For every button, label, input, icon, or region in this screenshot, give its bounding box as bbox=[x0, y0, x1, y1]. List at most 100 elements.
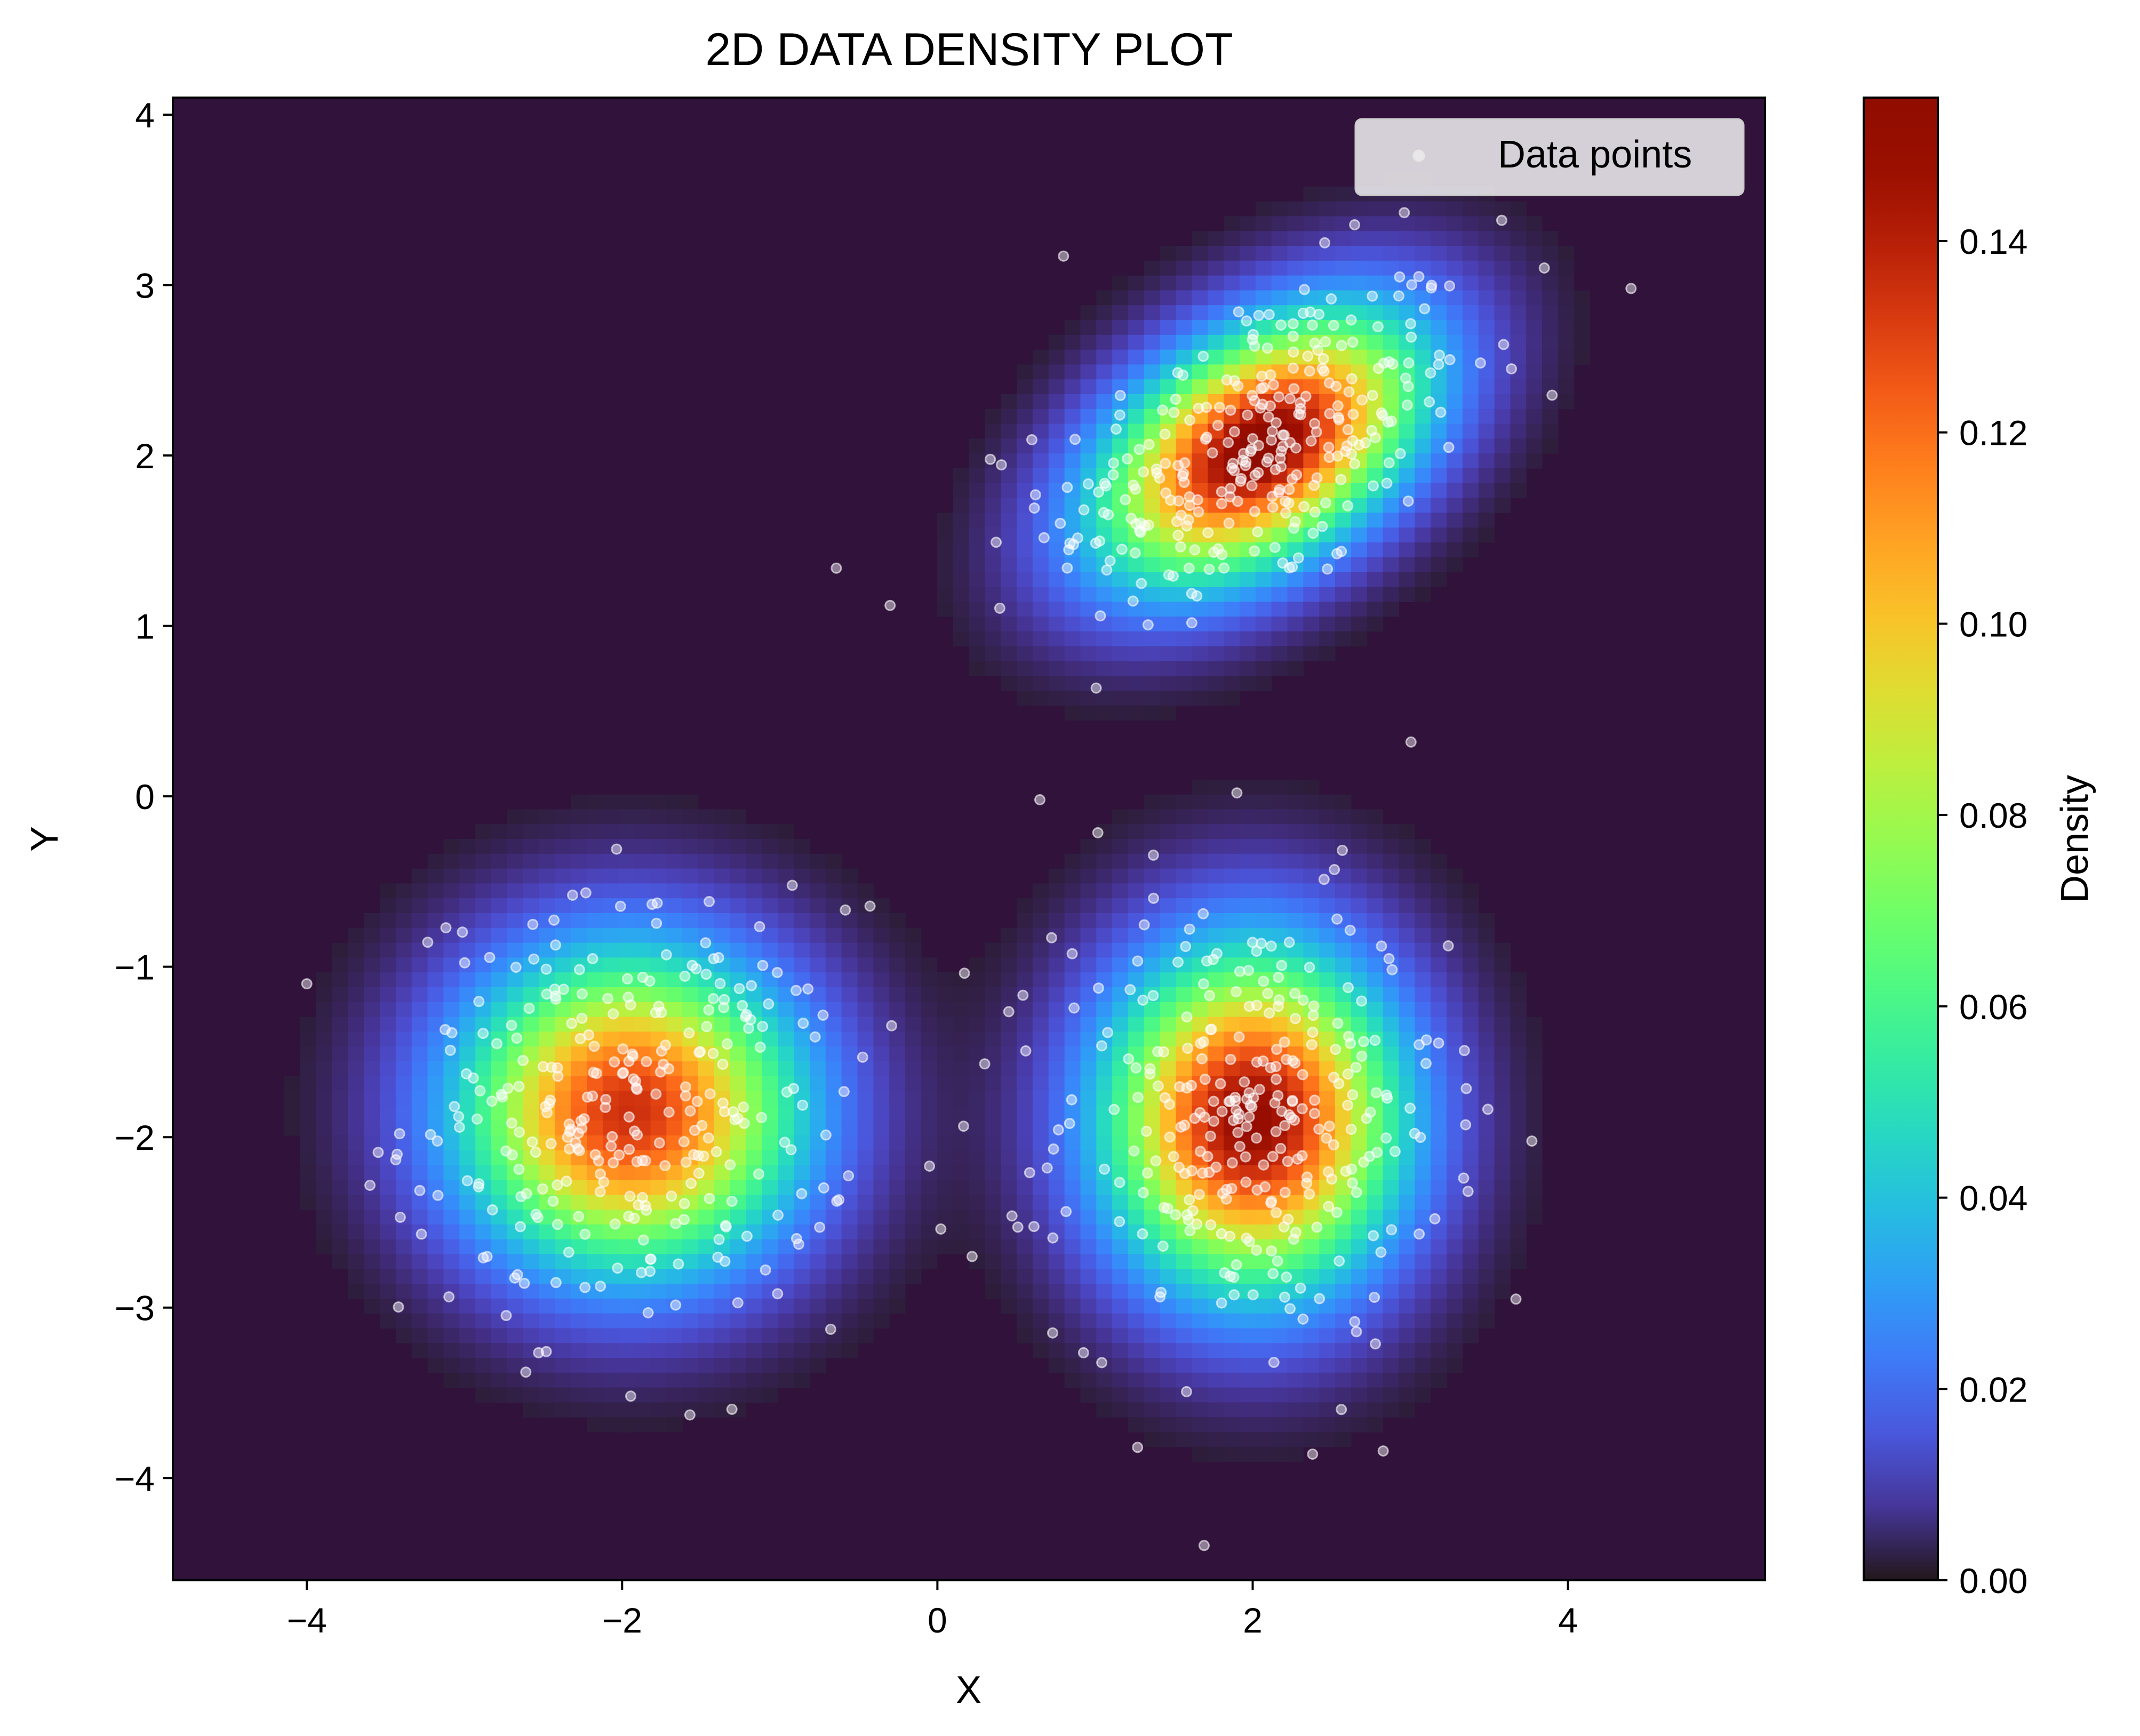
heatmap-cell bbox=[1383, 1254, 1400, 1269]
heatmap-cell bbox=[1287, 1254, 1304, 1269]
heatmap-cell bbox=[1351, 824, 1368, 839]
heatmap-cell bbox=[1080, 868, 1097, 884]
heatmap-cell bbox=[459, 898, 476, 914]
heatmap-cell bbox=[316, 1061, 333, 1077]
heatmap-cell bbox=[475, 1298, 492, 1314]
heatmap-cell bbox=[1128, 334, 1145, 350]
data-point bbox=[1279, 1036, 1290, 1048]
heatmap-cell bbox=[857, 1091, 874, 1106]
heatmap-cell bbox=[969, 1210, 985, 1225]
heatmap-cell bbox=[1255, 483, 1272, 499]
heatmap-cell bbox=[1176, 1313, 1192, 1329]
heatmap-cell bbox=[1064, 498, 1081, 513]
heatmap-cell bbox=[1383, 868, 1400, 884]
heatmap-cell bbox=[395, 1284, 412, 1299]
heatmap-cell bbox=[762, 972, 778, 988]
heatmap-cell bbox=[380, 987, 396, 1003]
heatmap-cell bbox=[1064, 1135, 1081, 1151]
data-point bbox=[1339, 445, 1351, 457]
data-point bbox=[720, 1220, 731, 1231]
data-point bbox=[1123, 1053, 1135, 1065]
heatmap-cell bbox=[937, 1195, 954, 1210]
heatmap-cell bbox=[587, 1002, 603, 1018]
heatmap-cell bbox=[459, 1224, 476, 1240]
heatmap-cell bbox=[1048, 661, 1065, 676]
data-point bbox=[1243, 1087, 1255, 1099]
heatmap-cell bbox=[1558, 364, 1575, 380]
heatmap-cell bbox=[762, 1195, 778, 1210]
heatmap-cell bbox=[539, 883, 555, 899]
heatmap-cell bbox=[937, 1180, 954, 1195]
heatmap-cell bbox=[1032, 1284, 1049, 1299]
data-point bbox=[1138, 919, 1150, 931]
data-point bbox=[578, 1113, 590, 1125]
heatmap-cell bbox=[1462, 913, 1479, 929]
heatmap-cell bbox=[364, 913, 380, 929]
data-point bbox=[1309, 418, 1321, 429]
heatmap-cell bbox=[650, 1343, 667, 1358]
heatmap-cell bbox=[889, 1150, 906, 1166]
heatmap-cell bbox=[1542, 320, 1559, 335]
heatmap-cell bbox=[905, 1180, 922, 1195]
heatmap-cell bbox=[698, 839, 715, 854]
heatmap-cell bbox=[443, 1180, 460, 1195]
heatmap-cell bbox=[1032, 883, 1049, 899]
heatmap-cell bbox=[985, 661, 1001, 676]
heatmap-cell bbox=[1112, 705, 1129, 721]
data-point bbox=[1406, 331, 1417, 343]
heatmap-cell bbox=[1176, 246, 1192, 261]
heatmap-cell bbox=[555, 824, 571, 839]
heatmap-cell bbox=[1462, 513, 1479, 528]
heatmap-cell bbox=[491, 1180, 508, 1195]
heatmap-cell bbox=[1558, 349, 1575, 365]
heatmap-cell bbox=[1415, 1165, 1431, 1180]
heatmap-cell bbox=[1271, 1432, 1288, 1447]
data-point bbox=[1264, 1007, 1275, 1019]
heatmap-cell bbox=[1048, 1284, 1065, 1299]
heatmap-cell bbox=[1144, 1269, 1161, 1284]
data-point bbox=[935, 1223, 947, 1235]
heatmap-cell bbox=[1510, 246, 1527, 261]
data-point bbox=[1405, 736, 1417, 748]
heatmap-cell bbox=[1510, 260, 1527, 276]
heatmap-cell bbox=[762, 1150, 778, 1166]
heatmap-cell bbox=[1431, 1150, 1447, 1166]
heatmap-cell bbox=[650, 1313, 667, 1329]
heatmap-cell bbox=[1399, 246, 1415, 261]
heatmap-cell bbox=[1255, 1165, 1272, 1180]
heatmap-cell bbox=[1160, 305, 1177, 321]
heatmap-cell bbox=[1032, 1031, 1049, 1047]
heatmap-cell bbox=[778, 1210, 794, 1225]
heatmap-cell bbox=[1064, 513, 1081, 528]
heatmap-cell bbox=[1208, 1313, 1224, 1329]
heatmap-cell bbox=[1001, 1002, 1017, 1018]
heatmap-cell bbox=[1017, 646, 1033, 661]
data-point bbox=[1301, 1178, 1313, 1189]
heatmap-cell bbox=[714, 1165, 731, 1180]
heatmap-cell bbox=[1399, 587, 1415, 602]
data-point bbox=[685, 1178, 697, 1189]
heatmap-cell bbox=[778, 824, 794, 839]
heatmap-cell bbox=[762, 942, 778, 958]
heatmap-cell bbox=[1558, 305, 1575, 321]
heatmap-cell bbox=[1399, 1254, 1415, 1269]
heatmap-cell bbox=[1001, 394, 1017, 410]
y-tick-label: −3 bbox=[115, 1289, 155, 1328]
heatmap-cell bbox=[1526, 216, 1543, 231]
data-point bbox=[513, 1081, 525, 1092]
heatmap-cell bbox=[1224, 1417, 1240, 1433]
heatmap-cell bbox=[810, 957, 826, 973]
heatmap-cell bbox=[841, 1150, 858, 1166]
heatmap-cell bbox=[1208, 824, 1224, 839]
heatmap-cell bbox=[1335, 957, 1352, 973]
heatmap-cell bbox=[1080, 320, 1097, 335]
heatmap-cell bbox=[571, 1387, 587, 1403]
heatmap-cell bbox=[921, 1017, 938, 1032]
heatmap-cell bbox=[730, 1239, 747, 1254]
heatmap-cell bbox=[666, 1402, 683, 1418]
heatmap-cell bbox=[857, 1180, 874, 1195]
heatmap-cell bbox=[1335, 587, 1352, 602]
heatmap-cell bbox=[1080, 705, 1097, 721]
heatmap-cell bbox=[730, 1135, 747, 1151]
heatmap-cell bbox=[634, 794, 651, 810]
